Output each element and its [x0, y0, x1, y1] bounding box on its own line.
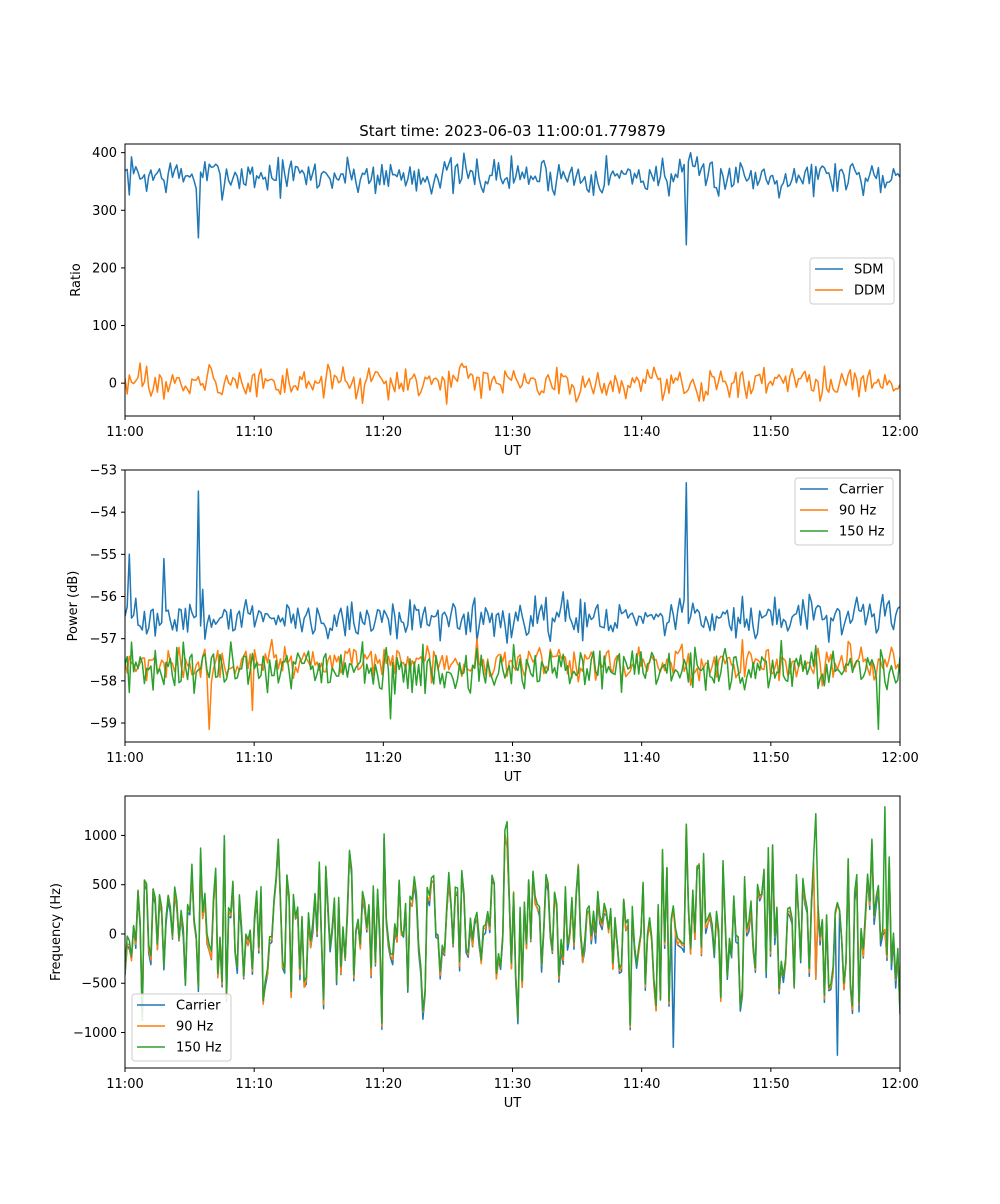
series-line-carrier	[125, 481, 900, 644]
chart-panel-2: 11:00 11:10 11:20 11:30 11:40 11:50 12:00 −59 −5…	[66, 464, 919, 786]
legend-label: DDM	[854, 284, 885, 299]
legend-label: SDM	[854, 263, 883, 278]
legend-label: Carrier	[839, 483, 884, 498]
x-tick-label: 11:30	[494, 751, 531, 766]
x-tick-label: 11:20	[365, 1077, 402, 1092]
y-tick-label: 100	[92, 319, 117, 334]
legend-label: 90 Hz	[176, 1020, 213, 1035]
x-tick-label: 11:10	[235, 1077, 272, 1092]
plot-area	[125, 806, 900, 1056]
x-tick-label: 11:50	[752, 751, 789, 766]
legend: SDM DDM	[809, 257, 895, 305]
plot-area	[125, 481, 900, 731]
x-tick-label: 11:50	[752, 425, 789, 440]
x-tick-label: 12:00	[881, 1077, 918, 1092]
y-tick-label: −54	[90, 506, 117, 521]
y-tick-label: 300	[92, 204, 117, 219]
x-tick-label: 11:50	[752, 1077, 789, 1092]
x-axis-label: UT	[504, 1096, 522, 1111]
y-tick-label: −56	[90, 590, 117, 605]
series-line-150-hz	[125, 639, 900, 731]
legend-label: 150 Hz	[176, 1041, 222, 1056]
y-tick-label: 0	[109, 377, 117, 392]
y-tick-label: −58	[90, 674, 117, 689]
x-tick-label: 11:00	[106, 1077, 143, 1092]
legend-label: Carrier	[176, 999, 221, 1014]
x-tick-label: 11:10	[235, 751, 272, 766]
x-tick-label: 11:00	[106, 751, 143, 766]
y-tick-label: −1000	[73, 1026, 117, 1041]
series-line-ddm	[125, 362, 900, 405]
series-line-sdm	[125, 151, 900, 246]
y-tick-label: 500	[92, 878, 117, 893]
x-tick-label: 11:40	[623, 1077, 660, 1092]
y-axis-label: Power (dB)	[66, 571, 81, 642]
y-axis-label: Ratio	[69, 263, 84, 296]
legend: Carrier 90 Hz 150 Hz	[131, 993, 232, 1062]
x-tick-label: 11:20	[365, 751, 402, 766]
x-axis-label: UT	[504, 770, 522, 785]
series-line-150-hz	[125, 806, 900, 1026]
y-tick-label: 200	[92, 261, 117, 276]
chart-panel-1: 11:00 11:10 11:20 11:30 11:40 11:50 12:00 0 100 2…	[69, 143, 919, 459]
x-tick-label: 11:30	[494, 1077, 531, 1092]
chart-panel-3: 11:00 11:10 11:20 11:30 11:40 11:50 12:00 −1000…	[49, 795, 919, 1111]
x-tick-label: 12:00	[881, 751, 918, 766]
y-tick-label: −59	[90, 717, 117, 732]
x-tick-label: 11:10	[235, 425, 272, 440]
legend-label: 150 Hz	[839, 525, 885, 540]
x-tick-label: 11:40	[623, 425, 660, 440]
figure-title: Start time: 2023-06-03 11:00:01.779879	[359, 122, 665, 140]
x-tick-label: 12:00	[881, 425, 918, 440]
x-tick-label: 11:20	[365, 425, 402, 440]
legend: Carrier 90 Hz 150 Hz	[794, 477, 894, 546]
y-tick-label: 0	[109, 927, 117, 942]
x-tick-label: 11:30	[494, 425, 531, 440]
x-axis-label: UT	[504, 444, 522, 459]
x-tick-label: 11:40	[623, 751, 660, 766]
y-axis-label: Frequency (Hz)	[49, 883, 64, 981]
legend-label: 90 Hz	[839, 504, 876, 519]
y-tick-label: 1000	[84, 829, 117, 844]
y-tick-label: −57	[90, 632, 117, 647]
x-tick-label: 11:00	[106, 425, 143, 440]
legend-box	[131, 993, 232, 1062]
legend-box	[794, 477, 894, 546]
y-tick-label: −53	[90, 464, 117, 479]
plot-area	[125, 151, 900, 405]
y-tick-label: 400	[92, 146, 117, 161]
y-tick-label: −55	[90, 548, 117, 563]
y-tick-label: −500	[81, 977, 117, 992]
